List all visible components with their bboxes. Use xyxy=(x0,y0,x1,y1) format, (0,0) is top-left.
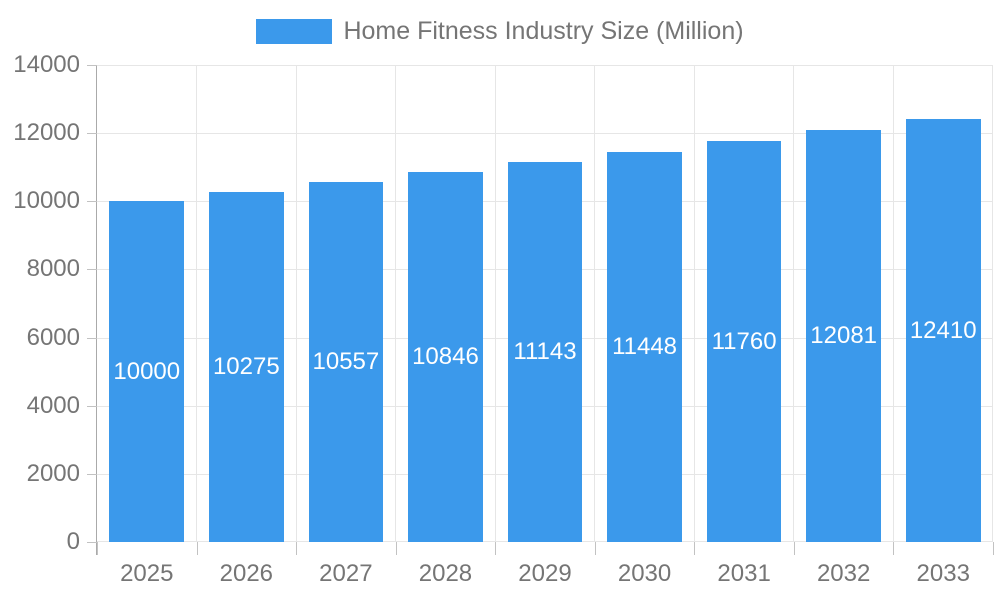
bar-value-label: 10000 xyxy=(113,357,181,385)
bar-value-label: 11760 xyxy=(711,327,777,355)
legend-label: Home Fitness Industry Size (Million) xyxy=(343,17,744,45)
y-axis-label: 14000 xyxy=(13,51,80,78)
x-axis-tick-label: 2029 xyxy=(518,560,572,587)
x-axis-tick xyxy=(793,542,795,555)
bar-value-label: 10846 xyxy=(412,343,479,371)
bar[interactable]: 11760 xyxy=(706,141,782,542)
bar[interactable]: 12410 xyxy=(905,119,981,542)
x-axis-tick xyxy=(395,542,397,555)
x-axis-tick xyxy=(694,542,696,555)
gridline-vertical xyxy=(295,65,297,542)
y-axis-label: 6000 xyxy=(26,323,80,351)
legend: Home Fitness Industry Size (Million) xyxy=(0,17,1000,45)
bar-value-label: 12081 xyxy=(810,322,878,350)
gridline-vertical xyxy=(892,65,894,542)
x-axis-tick xyxy=(196,542,198,555)
bar[interactable]: 10846 xyxy=(408,172,483,542)
bar[interactable]: 10000 xyxy=(109,201,185,542)
bar-value-label: 11448 xyxy=(612,332,678,360)
y-axis-label: 0 xyxy=(66,528,80,555)
bar[interactable]: 10275 xyxy=(209,191,284,542)
y-axis-label: 12000 xyxy=(13,119,80,147)
gridline-vertical xyxy=(395,65,397,542)
bar-value-label: 10557 xyxy=(312,348,380,376)
gridline-vertical xyxy=(494,65,496,542)
gridline-horizontal xyxy=(97,65,992,66)
x-axis-tick xyxy=(993,542,994,555)
y-axis-label: 2000 xyxy=(26,459,80,487)
x-axis-tick-label: 2033 xyxy=(916,560,970,587)
plot-area: 10000 10275 10557 10846 11143 11448 11760 12081… xyxy=(97,65,993,542)
bar[interactable]: 11448 xyxy=(607,151,682,542)
y-axis-label: 4000 xyxy=(26,391,80,419)
x-axis-tick xyxy=(893,542,895,555)
bar[interactable]: 11143 xyxy=(507,162,583,542)
x-axis-tick-label: 2028 xyxy=(418,560,473,587)
x-axis-tick-label: 2027 xyxy=(319,560,373,587)
gridline-vertical xyxy=(594,65,596,542)
x-axis-tick xyxy=(594,542,596,555)
y-axis-label: 10000 xyxy=(13,187,80,215)
gridline-vertical xyxy=(793,65,795,542)
x-axis-tick-label: 2026 xyxy=(219,560,274,587)
y-axis-label: 8000 xyxy=(26,255,80,283)
x-axis-tick-label: 2025 xyxy=(120,560,174,587)
legend-item[interactable]: Home Fitness Industry Size (Million) xyxy=(256,17,744,45)
legend-swatch xyxy=(256,18,333,44)
bar-value-label: 12410 xyxy=(909,316,977,344)
x-axis-tick xyxy=(495,542,497,555)
bar-value-label: 10275 xyxy=(212,352,280,380)
gridline-vertical xyxy=(196,65,198,542)
gridline-horizontal xyxy=(97,133,992,135)
bar[interactable]: 10557 xyxy=(308,182,384,542)
gridline-vertical xyxy=(693,65,695,542)
x-axis-tick-label: 2032 xyxy=(816,560,871,587)
bar[interactable]: 12081 xyxy=(806,130,881,542)
x-axis-tick xyxy=(296,542,298,555)
x-axis-tick-label: 2031 xyxy=(717,560,771,587)
x-axis-tick-label: 2030 xyxy=(617,560,672,587)
bar-value-label: 11143 xyxy=(513,338,577,366)
